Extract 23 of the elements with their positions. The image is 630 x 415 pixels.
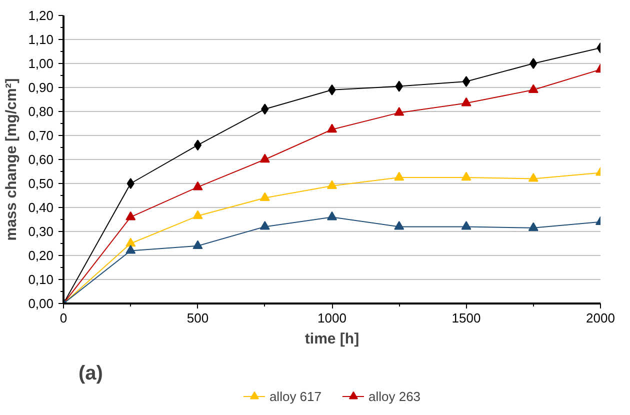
x-tick-label: 500	[186, 310, 209, 326]
legend-label: alloy 263	[368, 388, 421, 404]
x-tick-label: 0	[60, 310, 68, 326]
y-tick-label: 0,30	[28, 224, 54, 239]
y-tick-label: 0,60	[28, 152, 54, 167]
y-tick-label: 0,70	[28, 128, 54, 143]
y-tick-label: 0,00	[28, 296, 54, 311]
y-tick-label: 1,10	[28, 32, 54, 47]
y-tick-label: 0,20	[28, 248, 54, 263]
x-tick-label: 1000	[318, 310, 346, 326]
x-tick-label: 1500	[452, 310, 481, 326]
y-tick-label: 0,90	[28, 80, 54, 95]
y-axis-title: mass change [mg/cm²]	[3, 78, 20, 241]
y-tick-label: 0,80	[28, 104, 54, 119]
text: (a)	[78, 362, 103, 384]
y-tick-label: 1,00	[28, 56, 54, 71]
legend-label: alloy 617	[269, 388, 322, 404]
y-tick-label: 0,10	[28, 272, 54, 287]
x-axis-title: time [h]	[304, 330, 360, 348]
x-tick-label: 2000	[586, 310, 615, 326]
y-tick-label: 0,50	[28, 176, 54, 191]
y-tick-label: 0,40	[28, 200, 54, 215]
y-tick-label: 1,20	[28, 8, 54, 23]
